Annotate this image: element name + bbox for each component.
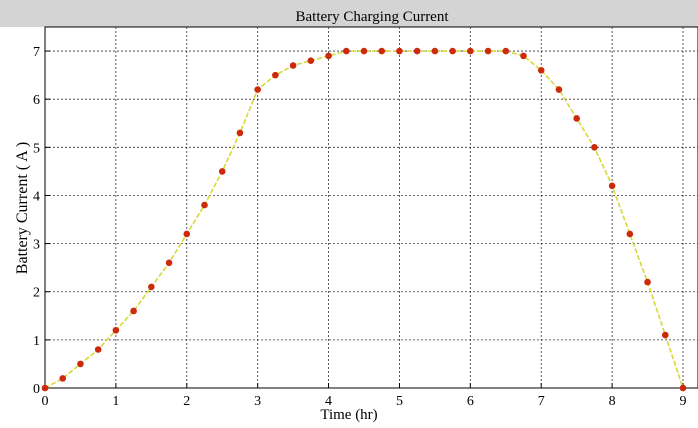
data-point (236, 129, 244, 137)
x-tick-label: 6 (467, 394, 474, 409)
data-point (537, 67, 545, 74)
y-tick-label: 4 (33, 189, 40, 204)
data-point (378, 47, 386, 55)
series-layer (41, 47, 687, 392)
data-point (413, 47, 421, 55)
x-tick-label: 7 (538, 394, 545, 409)
data-point (307, 57, 315, 64)
y-tick-label: 3 (33, 238, 40, 253)
x-tick-label: 8 (609, 394, 616, 409)
y-tick-label: 7 (33, 45, 40, 60)
data-point (254, 86, 261, 93)
data-point (272, 71, 279, 79)
data-point (520, 52, 527, 60)
x-tick-label: 0 (42, 394, 49, 409)
y-tick-label: 0 (33, 382, 40, 397)
data-point (94, 346, 102, 353)
data-point (626, 230, 634, 238)
title-bar (0, 0, 698, 27)
data-point (573, 115, 580, 122)
x-tick-label: 5 (396, 394, 403, 409)
y-axis-label: Battery Current ( A ) (14, 142, 31, 274)
data-point (608, 182, 616, 190)
data-point (130, 307, 137, 315)
chart-title: Battery Charging Current (295, 9, 449, 25)
data-point (325, 52, 332, 60)
data-point (201, 201, 208, 209)
y-tick-label: 1 (33, 334, 40, 349)
x-tick-label: 9 (680, 394, 687, 409)
x-tick-label: 4 (325, 394, 332, 409)
data-point (112, 326, 120, 334)
axis-ticks: 0 1 2 3 4 5 6 7 8 9 0 1 2 3 4 5 6 7 (33, 45, 687, 409)
data-point (661, 331, 669, 339)
data-point (502, 47, 510, 55)
data-point (555, 86, 563, 93)
y-tick-label: 5 (33, 141, 40, 156)
data-point (396, 47, 403, 55)
data-point (59, 375, 67, 382)
plot-area (44, 26, 698, 389)
x-tick-label: 1 (112, 394, 119, 409)
data-point (165, 259, 173, 267)
data-point (467, 47, 474, 55)
data-point (41, 384, 49, 392)
x-tick-label: 3 (254, 394, 261, 409)
data-point (591, 144, 598, 151)
data-point (342, 47, 350, 55)
x-axis-label: Time (hr) (320, 407, 377, 423)
grid-lines (45, 27, 698, 388)
x-tick-label: 2 (183, 394, 190, 409)
data-point (77, 360, 84, 368)
data-point (449, 47, 456, 55)
y-tick-label: 2 (33, 286, 40, 301)
data-point (218, 168, 226, 175)
data-point (183, 230, 191, 238)
data-point (644, 278, 651, 286)
data-point (289, 62, 297, 69)
data-point (484, 47, 492, 55)
data-point (148, 283, 155, 291)
data-point (679, 384, 687, 392)
data-point (431, 47, 439, 55)
y-tick-label: 6 (33, 93, 40, 108)
data-point (360, 47, 368, 55)
